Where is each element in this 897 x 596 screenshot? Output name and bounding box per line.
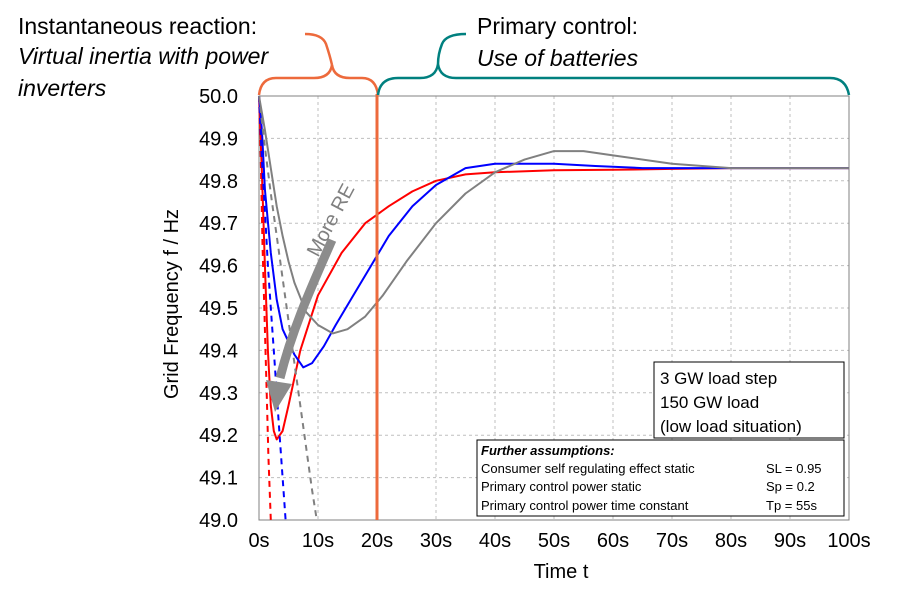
- instant-reaction-subtitle-2: inverters: [18, 75, 107, 101]
- x-tick-label: 40s: [479, 530, 511, 552]
- series-line-4: [258, 95, 272, 521]
- assumptions-box: Further assumptions: Consumer self regul…: [476, 439, 845, 517]
- y-tick-label: 49.7: [199, 213, 238, 235]
- primary-control-subtitle: Use of batteries: [477, 45, 639, 71]
- instant-reaction-title: Instantaneous reaction:: [18, 13, 257, 39]
- assumptions-title: Further assumptions:: [481, 443, 615, 458]
- chart-grid: [259, 96, 849, 520]
- x-tick-label: 20s: [361, 530, 393, 552]
- primary-control-title: Primary control:: [477, 13, 638, 39]
- instant-reaction-brace-hook: [304, 32, 334, 66]
- y-tick-label: 49.5: [199, 298, 238, 320]
- y-tick-label: 49.0: [199, 510, 238, 532]
- y-tick-labels: 50.0 49.9 49.8 49.7 49.6 49.5 49.4 49.3 49.2 49.1…: [199, 86, 238, 532]
- series-line-1: [258, 95, 849, 441]
- x-tick-label: 100s: [827, 530, 870, 552]
- instant-reaction-brace: [257, 64, 380, 96]
- y-tick-label: 50.0: [199, 86, 238, 108]
- assumption-label-3: Primary control power time constant: [481, 498, 689, 513]
- x-axis-label: Time t: [534, 561, 589, 583]
- y-tick-label: 49.8: [199, 171, 238, 193]
- x-tick-label: 80s: [715, 530, 747, 552]
- load-info-line-2: 150 GW load: [660, 393, 759, 412]
- series-line-2: [258, 95, 849, 369]
- x-tick-label: 90s: [774, 530, 806, 552]
- load-info-line-3: (low load situation): [660, 417, 802, 436]
- assumption-label-2: Primary control power static: [481, 479, 642, 494]
- primary-control-brace-hook: [436, 32, 467, 65]
- x-tick-label: 0s: [248, 530, 269, 552]
- x-tick-label: 10s: [302, 530, 334, 552]
- x-tick-label: 60s: [597, 530, 629, 552]
- load-info-box: 3 GW load step 150 GW load (low load sit…: [653, 361, 845, 439]
- assumption-label-1: Consumer self regulating effect static: [481, 461, 695, 476]
- y-tick-label: 49.6: [199, 256, 238, 278]
- series-layer: [258, 95, 849, 521]
- y-tick-label: 49.4: [199, 340, 238, 362]
- y-tick-label: 49.2: [199, 425, 238, 447]
- y-tick-label: 49.3: [199, 383, 238, 405]
- load-info-line-1: 3 GW load step: [660, 369, 777, 388]
- x-tick-label: 30s: [420, 530, 452, 552]
- plot-frame: [258, 95, 850, 521]
- more-re-arrow: [266, 238, 337, 412]
- y-tick-label: 49.1: [199, 468, 238, 490]
- series-line-3: [258, 95, 849, 335]
- assumption-value-2: Sp = 0.2: [766, 479, 815, 494]
- series-line-6: [258, 95, 318, 521]
- y-tick-label: 49.9: [199, 128, 238, 150]
- assumption-value-1: SL = 0.95: [766, 461, 822, 476]
- series-line-5: [258, 95, 287, 521]
- y-axis-label: Grid Frequency f / Hz: [161, 209, 183, 399]
- x-tick-label: 50s: [538, 530, 570, 552]
- x-tick-labels: 0s 10s 20s 30s 40s 50s 60s 70s 80s 90s 100s: [248, 530, 870, 552]
- instant-reaction-subtitle-1: Virtual inertia with power: [18, 43, 269, 69]
- assumption-value-3: Tp = 55s: [766, 498, 817, 513]
- x-tick-label: 70s: [656, 530, 688, 552]
